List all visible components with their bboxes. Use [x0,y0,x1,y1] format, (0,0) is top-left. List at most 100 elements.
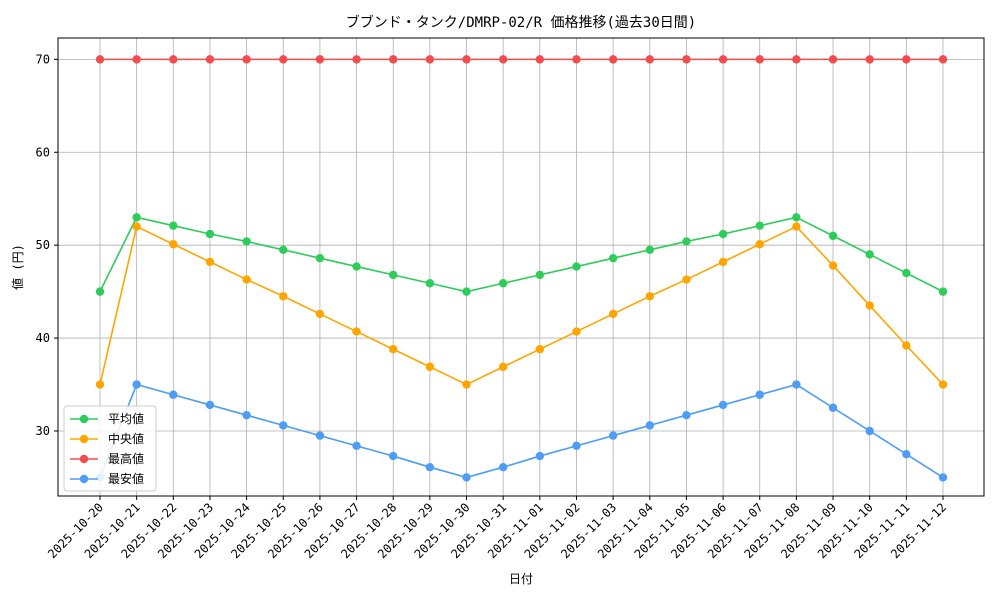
legend-entry: 最安値 [108,471,144,486]
data-point [828,231,838,241]
data-point [645,55,654,64]
data-point [755,221,764,230]
data-point [315,309,325,319]
data-point [425,362,435,372]
data-point [572,262,581,271]
data-point [718,400,728,410]
data-point [938,55,948,64]
data-point [755,55,764,64]
y-tick-label: 60 [36,145,50,159]
data-point [938,287,948,296]
data-point [242,275,251,284]
data-point [755,390,764,399]
data-point [352,327,361,336]
data-point [938,473,948,482]
data-point [535,270,545,280]
data-point [279,245,288,255]
data-point [279,292,288,301]
y-axis-label: 値 (円) [10,244,25,290]
data-point [279,55,288,64]
data-point [242,55,251,64]
data-point [389,345,398,354]
data-point [498,362,508,372]
legend-swatch-marker [79,454,89,464]
legend-swatch-marker [79,474,89,484]
data-point [425,279,435,288]
data-point [755,240,764,249]
data-point [425,55,435,64]
data-point [828,403,838,412]
data-point [682,275,691,284]
data-point [132,222,141,231]
data-point [645,421,654,430]
legend-swatch-marker [79,414,89,424]
data-point [132,55,141,64]
data-point [315,55,325,64]
data-point [498,463,508,472]
data-point [682,237,691,246]
data-point [645,245,654,255]
data-point [645,292,654,301]
data-point [792,213,801,222]
data-point [498,55,508,64]
series-line-中央値 [99,225,944,386]
chart-title: ブブンド・タンク/DMRP-02/R 価格推移(過去30日間) [346,14,696,31]
data-point [169,240,178,249]
data-point [462,380,471,389]
data-point [425,463,435,472]
data-point [315,253,325,263]
legend-entry: 中央値 [108,431,144,446]
data-point [865,55,874,64]
data-point [315,431,325,440]
data-point [902,449,911,459]
y-tick-label: 50 [36,238,50,252]
data-point [535,451,545,461]
data-point [828,261,838,270]
legend-swatch-marker [79,434,89,444]
data-point [279,421,288,430]
data-point [608,431,618,440]
data-point [865,250,874,259]
data-point [535,345,545,354]
data-point [205,400,215,410]
legend-entry: 平均値 [108,411,144,426]
x-axis: 2025-10-202025-10-212025-10-222025-10-23… [45,496,949,561]
data-point [95,287,105,296]
y-axis: 30 40 50 60 70 [36,52,58,438]
data-point [169,221,178,230]
data-point [902,268,911,278]
series-line-平均値 [99,216,944,293]
data-point [132,213,141,222]
data-point [865,301,874,310]
y-tick-label: 30 [36,424,50,438]
data-point [572,441,581,451]
data-point [352,55,361,64]
data-point [205,55,215,64]
y-tick-label: 70 [36,52,50,66]
data-point [608,253,618,263]
data-point [608,55,618,64]
legend-entry: 最高値 [108,451,144,466]
plot-frame [57,37,985,497]
data-point [169,390,178,399]
data-point [682,410,691,420]
data-point [242,237,251,246]
data-point [608,309,618,319]
data-point [572,55,581,64]
data-point [462,473,471,482]
data-point [938,380,948,389]
data-point [352,441,361,451]
series-line-最安値 [99,383,944,479]
data-point [205,229,215,239]
data-point [535,55,545,64]
data-point [462,55,471,64]
data-point [792,55,801,64]
data-point [682,55,691,64]
data-point [902,55,911,64]
data-point [95,380,105,389]
data-point [352,262,361,271]
grid [58,38,984,496]
data-point [132,380,141,389]
data-point [498,279,508,288]
legend-box [63,405,157,492]
